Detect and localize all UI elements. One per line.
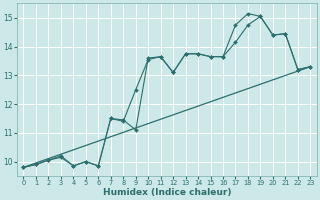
X-axis label: Humidex (Indice chaleur): Humidex (Indice chaleur)	[103, 188, 231, 197]
